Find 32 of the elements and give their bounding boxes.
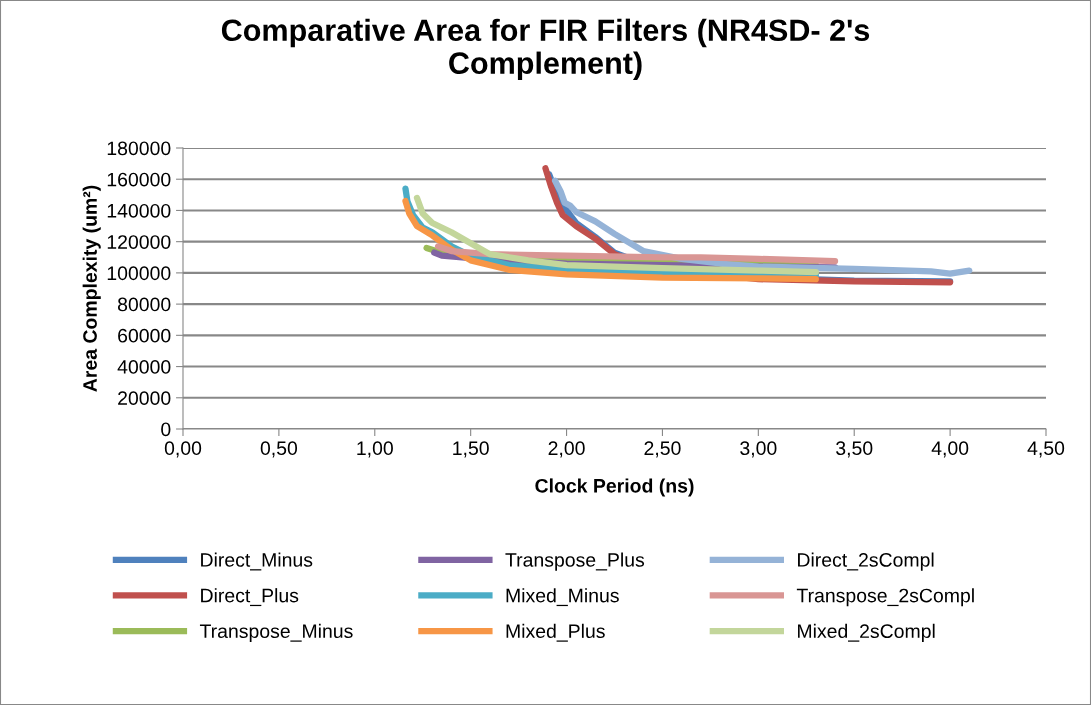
x-tick-label: 2,00	[548, 441, 585, 458]
chart-title: Comparative Area for FIR Filters (NR4SD- 2's Complement)	[221, 18, 870, 81]
y-tick-label: 180000	[107, 141, 171, 156]
x-axis-title: Clock Period (ns)	[535, 478, 694, 497]
x-tick-label: 3,50	[836, 441, 873, 458]
y-tick-label: 80000	[117, 297, 171, 312]
y-tick-label: 100000	[107, 266, 171, 281]
legend-label: Transpose_Minus	[199, 623, 353, 642]
legend-label: Direct_Minus	[201, 552, 313, 571]
legend-label: Mixed_Plus	[506, 623, 605, 642]
x-tick-label: 1,50	[453, 441, 489, 458]
y-tick-label: 140000	[107, 203, 171, 218]
legend-label: Transpose_2sCompl	[796, 588, 974, 607]
x-tick-label: 4,00	[931, 441, 969, 458]
legend-label: Mixed_Minus	[506, 588, 619, 607]
x-tick-label: 4,50	[1027, 441, 1065, 458]
legend-label: Mixed_2sCompl	[798, 623, 935, 642]
y-axis-title: Area Complexity (um²)	[82, 185, 101, 392]
x-tick-label: 1,00	[357, 441, 393, 458]
y-tick-label: 60000	[118, 328, 171, 343]
y-tick-label: 40000	[117, 360, 171, 374]
x-tick-label: 2,50	[644, 441, 681, 458]
y-tick-label: 20000	[118, 391, 171, 406]
y-tick-label: 120000	[107, 235, 171, 249]
legend-label: Direct_Plus	[201, 588, 299, 607]
x-tick-label: 3,00	[740, 441, 777, 458]
y-tick-label: 160000	[107, 172, 171, 187]
x-tick-label: 0,00	[164, 441, 202, 458]
y-tick-label: 0	[161, 422, 171, 437]
legend-label: Transpose_Plus	[505, 552, 645, 571]
x-tick-label: 0,50	[260, 441, 298, 458]
legend-label: Direct_2sCompl	[798, 552, 934, 571]
